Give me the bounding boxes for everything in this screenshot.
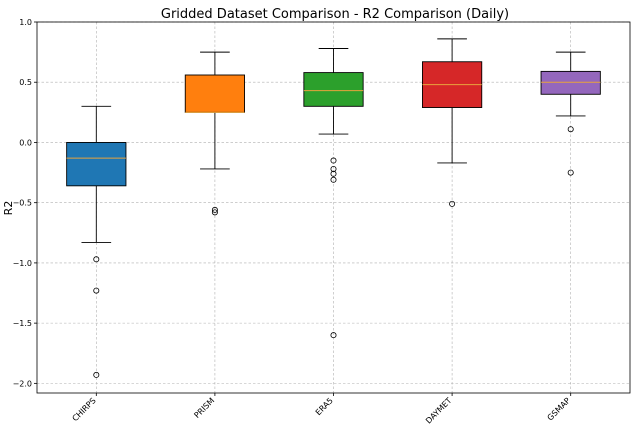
x-tick-label: CHIRPS — [71, 396, 98, 423]
box-body — [184, 74, 245, 113]
x-tick-label: PRISM — [192, 396, 216, 420]
boxes-group — [66, 38, 601, 378]
y-tick-label: 1.0 — [19, 18, 32, 27]
outlier-point — [211, 206, 218, 213]
box-era5 — [303, 48, 364, 339]
box-body — [303, 72, 364, 107]
outlier-point — [567, 169, 574, 176]
y-tick-label: −2.0 — [13, 379, 32, 388]
box-body — [66, 142, 127, 187]
outlier-point — [449, 200, 456, 207]
chart-title: Gridded Dataset Comparison - R2 Comparis… — [161, 7, 509, 22]
outlier-point — [330, 157, 337, 164]
outlier-point — [93, 371, 100, 378]
x-tick-label: ERA5 — [314, 396, 335, 417]
outlier-point — [93, 287, 100, 294]
outlier-point — [330, 332, 337, 339]
y-tick-label: −1.5 — [13, 319, 32, 328]
y-axis-label: R2 — [2, 201, 15, 216]
box-gsmap — [540, 51, 601, 176]
y-tick-label: −0.5 — [13, 199, 32, 208]
box-prism — [184, 51, 245, 216]
y-tick-label: −1.0 — [13, 259, 32, 268]
box-chirps — [66, 105, 127, 378]
x-tick-label: DAYMET — [424, 396, 453, 424]
box-body — [540, 70, 601, 95]
box-daymet — [422, 38, 483, 207]
outlier-point — [330, 170, 337, 177]
outlier-point — [567, 126, 574, 133]
x-tick-label: GSMAP — [546, 396, 573, 423]
y-tick-label: 0.5 — [19, 78, 32, 87]
y-tick-label: 0.0 — [19, 138, 32, 147]
outlier-point — [211, 209, 218, 216]
outlier-point — [330, 176, 337, 183]
outlier-point — [93, 256, 100, 263]
